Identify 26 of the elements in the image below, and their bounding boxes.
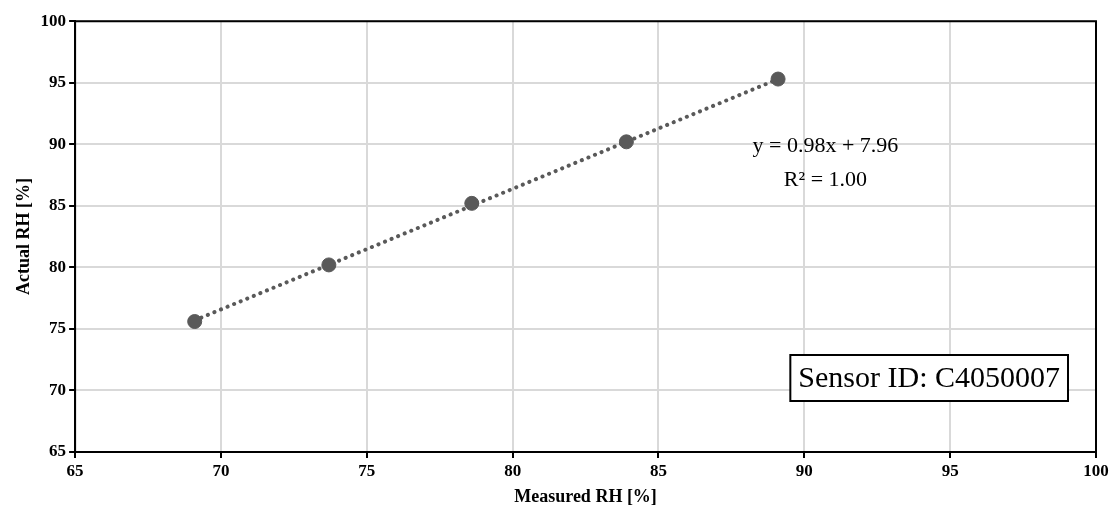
annotation: y = 0.98x + 7.96 bbox=[752, 131, 899, 157]
x-tick-label: 75 bbox=[358, 460, 376, 480]
y-tick-label: 65 bbox=[49, 441, 67, 461]
annotation: R² = 1.00 bbox=[783, 165, 868, 191]
y-tick-label: 95 bbox=[49, 72, 67, 92]
x-tick-label: 85 bbox=[649, 460, 667, 480]
y-tick-label: 90 bbox=[49, 133, 67, 153]
x-tick-label: 70 bbox=[212, 460, 230, 480]
y-tick-label: 70 bbox=[49, 379, 67, 399]
y-tick-label: 100 bbox=[40, 10, 67, 30]
annotation: Sensor ID: C4050007 bbox=[798, 359, 1060, 393]
y-tick-label: 85 bbox=[49, 195, 67, 215]
point bbox=[770, 71, 786, 87]
x-tick-label: 90 bbox=[795, 460, 813, 480]
point bbox=[187, 314, 203, 330]
y-tick-label: 75 bbox=[49, 318, 67, 338]
x-tick-label: 100 bbox=[1083, 460, 1109, 480]
y-axis-title: Actual RH [%] bbox=[13, 178, 34, 296]
y-tick-label: 80 bbox=[49, 256, 67, 276]
point bbox=[464, 195, 480, 211]
point bbox=[618, 134, 634, 150]
x-tick-label: 80 bbox=[504, 460, 522, 480]
x-tick-label: 65 bbox=[66, 460, 84, 480]
point bbox=[321, 257, 337, 273]
x-axis-title: Measured RH [%] bbox=[514, 485, 657, 506]
x-tick-label: 95 bbox=[941, 460, 959, 480]
